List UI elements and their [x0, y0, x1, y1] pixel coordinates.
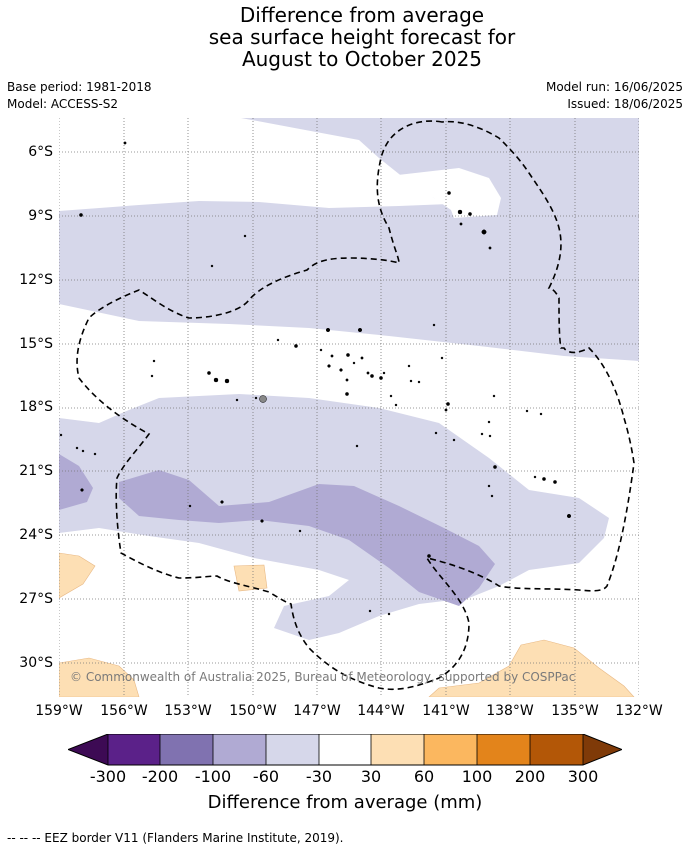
- lon-label-138w: 138°W: [486, 703, 534, 719]
- issued-date: Issued: 18/06/2025: [567, 97, 683, 111]
- copyright-notice: © Commonwealth of Australia 2025, Bureau…: [70, 670, 576, 684]
- lat-label-21s: 21°S: [19, 463, 53, 479]
- pos30-southwest-patch: [59, 657, 140, 697]
- colorbar-label-1: -300: [89, 767, 127, 786]
- neg60-west-patch: [59, 454, 93, 510]
- lon-label-153w: 153°W: [164, 703, 212, 719]
- colorbar-swatch-1: [108, 734, 160, 765]
- lat-label-9s: 9°S: [28, 208, 53, 224]
- neg30-north-region: [59, 118, 639, 361]
- lon-label-132w: 132°W: [615, 703, 663, 719]
- colorbar-label-7: 60: [413, 767, 435, 786]
- map-canvas: [59, 118, 639, 697]
- lon-label-147w: 147°W: [293, 703, 341, 719]
- islands: [59, 141, 572, 616]
- lon-label-135w: 135°W: [551, 703, 599, 719]
- colorbar-swatch-3: [213, 734, 266, 765]
- pos30-southeast-patch: [428, 639, 635, 697]
- colorbar-label-6: 30: [360, 767, 382, 786]
- lat-label-30s: 30°S: [19, 655, 53, 671]
- lat-label-15s: 15°S: [19, 336, 53, 352]
- colorbar-title: Difference from average (mm): [207, 792, 483, 813]
- base-period: Base period: 1981-2018: [7, 80, 152, 94]
- colorbar: [66, 733, 624, 770]
- lat-label-12s: 12°S: [19, 272, 53, 288]
- title-line-2: sea surface height forecast for: [208, 25, 516, 49]
- map-title: Difference from average sea surface heig…: [0, 4, 690, 70]
- colorbar-swatch-9: [530, 734, 583, 765]
- colorbar-swatch-7: [424, 734, 477, 765]
- lon-label-156w: 156°W: [100, 703, 148, 719]
- colorbar-label-9: 200: [514, 767, 546, 786]
- lat-label-27s: 27°S: [19, 591, 53, 607]
- colorbar-label-4: -60: [252, 767, 280, 786]
- lon-label-150w: 150°W: [229, 703, 277, 719]
- anomaly-neg-60: [59, 454, 495, 606]
- map-panel: © Commonwealth of Australia 2025, Bureau…: [59, 118, 639, 697]
- title-line-1: Difference from average: [239, 3, 485, 27]
- eez-footnote: -- -- -- EEZ border V11 (Flanders Marine…: [7, 831, 344, 845]
- lat-label-18s: 18°S: [19, 399, 53, 415]
- colorbar-extend-low: [68, 734, 108, 765]
- lat-label-24s: 24°S: [19, 527, 53, 543]
- colorbar-label-5: -30: [305, 767, 333, 786]
- colorbar-label-3: -100: [194, 767, 232, 786]
- meta-right: Model run: 16/06/2025 Issued: 18/06/2025: [546, 79, 683, 113]
- anomaly-pos-30: [59, 552, 635, 697]
- colorbar-extend-high: [583, 734, 622, 765]
- lon-label-141w: 141°W: [422, 703, 470, 719]
- colorbar-swatch-6: [371, 734, 424, 765]
- colorbar-label-8: 100: [461, 767, 493, 786]
- lon-label-159w: 159°W: [35, 703, 83, 719]
- colorbar-label-2: -200: [141, 767, 179, 786]
- model-name: Model: ACCESS-S2: [7, 97, 119, 111]
- lat-label-6s: 6°S: [28, 144, 53, 160]
- neg60-central-band: [119, 470, 495, 606]
- lon-label-144w: 144°W: [357, 703, 405, 719]
- colorbar-swatch-4: [266, 734, 319, 765]
- colorbar-svg: [66, 733, 624, 766]
- colorbar-dividers: [107, 734, 584, 765]
- colorbar-swatch-8: [477, 734, 530, 765]
- colorbar-swatch-5: [319, 734, 371, 765]
- neg30-north-notch: [389, 168, 501, 218]
- meta-left: Base period: 1981-2018 Model: ACCESS-S2: [7, 79, 152, 113]
- colorbar-swatch-2: [160, 734, 213, 765]
- gridlines: [59, 118, 639, 697]
- colorbar-label-10: 300: [567, 767, 599, 786]
- anomaly-neg-30: [59, 118, 639, 640]
- eez-border: [76, 120, 635, 691]
- pos30-central-patch: [233, 564, 268, 592]
- title-line-3: August to October 2025: [241, 47, 483, 71]
- model-run: Model run: 16/06/2025: [545, 80, 683, 94]
- pos30-west-patch: [59, 552, 96, 599]
